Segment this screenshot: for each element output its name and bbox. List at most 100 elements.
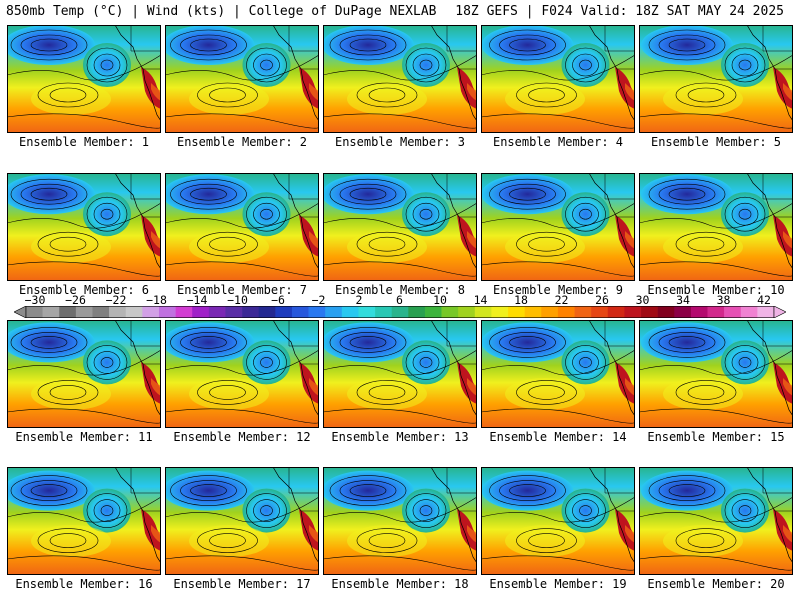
isobar-contour: [246, 196, 287, 232]
isobar-contour: [197, 231, 258, 257]
map-title: 850mb Temp (°C) | Wind (kts) | College o…: [6, 4, 437, 19]
colorbar-swatch: [192, 306, 210, 318]
isobar-contour: [639, 113, 793, 129]
border-lines: [288, 467, 319, 512]
border-lines: [130, 467, 161, 512]
warm-ridge: [505, 83, 585, 115]
model-run-valid-time: 18Z GEFS | F024 Valid: 18Z SAT MAY 24 20…: [455, 4, 784, 19]
isobar-contour: [260, 357, 273, 368]
isobar-contour: [405, 345, 447, 380]
panel-border: [639, 320, 793, 428]
isobar-contour: [516, 380, 577, 405]
panel-border: [165, 173, 319, 281]
cold-low-west: [165, 25, 255, 65]
ensemble-member-caption: Ensemble Member: 4: [492, 135, 624, 149]
isobar-contour: [499, 34, 556, 56]
isobar-contour: [20, 332, 78, 353]
isobar-contour: [648, 178, 726, 210]
warm-ridge: [31, 378, 111, 410]
isobar-contour: [724, 196, 766, 232]
border-lines: [130, 320, 161, 365]
warm-ridge: [189, 231, 269, 263]
hot-core: [151, 525, 161, 543]
isobar-contour: [412, 499, 440, 522]
isobar-contour: [639, 555, 793, 571]
isobar-contour: [738, 59, 752, 71]
colorbar-tick-label: −6: [271, 293, 285, 307]
cold-low-west: [323, 25, 414, 65]
colorbar-swatch: [158, 306, 176, 318]
isobar-contour: [356, 528, 418, 553]
isobar-contour: [356, 380, 418, 405]
panel-border: [165, 320, 319, 428]
isobar-contour: [349, 484, 387, 497]
ensemble-map-panel: [639, 320, 793, 428]
border-lines: [446, 467, 477, 512]
isobar-contour: [323, 408, 477, 424]
colorbar-arrow-right: [773, 306, 786, 318]
colorbar-tick-label: −30: [24, 293, 46, 307]
border-lines: [604, 173, 635, 218]
colorbar-arrow-left: [14, 306, 27, 318]
isobar-contour: [356, 82, 418, 108]
colorbar-tick-label: −2: [311, 293, 326, 307]
hot-core: [625, 231, 635, 249]
panel-border: [639, 467, 793, 575]
isobar-contour: [93, 499, 121, 522]
panel-border: [7, 173, 161, 281]
cold-low-east: [242, 340, 291, 385]
isobar-contour: [180, 183, 237, 205]
isobar-contour: [489, 327, 566, 358]
isobar-contour: [349, 38, 387, 52]
isobar-contour: [37, 528, 99, 553]
ensemble-map-panel: [7, 25, 161, 133]
hot-core: [783, 83, 793, 101]
border-lines: [446, 173, 477, 218]
colorbar-swatch: [92, 306, 110, 318]
isobar-contour: [738, 505, 752, 516]
ensemble-map-panel: [323, 320, 477, 428]
isobar-contour: [419, 357, 433, 368]
isobar-contour: [209, 385, 246, 400]
colorbar-tick-label: 42: [757, 293, 771, 307]
isobar-contour: [368, 87, 406, 103]
border-lines: [130, 25, 161, 70]
ensemble-map-panel: [323, 467, 477, 575]
isobar-contour: [37, 82, 99, 108]
colorbar-swatch: [375, 306, 392, 318]
isobar-contour: [165, 496, 319, 523]
isobar-contour: [687, 236, 725, 252]
isobar-contour: [329, 29, 407, 61]
panel-border: [639, 25, 793, 133]
isobar-contour: [20, 34, 78, 56]
isobar-contour: [190, 187, 227, 201]
panel-border: [7, 25, 161, 133]
isobar-contour: [565, 196, 606, 232]
isobar-contour: [419, 59, 433, 71]
isobar-contour: [658, 34, 716, 56]
border-lines: [130, 173, 161, 218]
colorbar-swatch: [607, 306, 625, 318]
ensemble-member-caption: Ensemble Member: 1: [18, 135, 150, 149]
isobar-contour: [499, 183, 556, 205]
isobar-contour: [516, 231, 577, 257]
border-lines: [604, 467, 635, 512]
cold-low-east: [83, 43, 131, 87]
isobar-contour: [481, 496, 635, 523]
isobar-contour: [489, 29, 566, 61]
colorbar-swatch: [424, 306, 442, 318]
cold-low-east: [83, 192, 131, 237]
isobar-contour: [339, 480, 397, 501]
cold-low-west: [481, 470, 574, 511]
ensemble-member-caption: Ensemble Member: 18: [331, 577, 469, 591]
colorbar-tick-label: 6: [396, 293, 403, 307]
ensemble-map-panel: [481, 467, 635, 575]
colorbar-tick-label: −18: [146, 293, 167, 307]
isobar-contour: [93, 53, 121, 77]
isobar-contour: [687, 385, 725, 400]
isobar-contour: [668, 38, 706, 52]
ensemble-map-panel: [7, 320, 161, 428]
colorbar-swatch: [674, 306, 692, 318]
cold-low-west: [165, 470, 255, 511]
isobar-contour: [197, 528, 258, 553]
